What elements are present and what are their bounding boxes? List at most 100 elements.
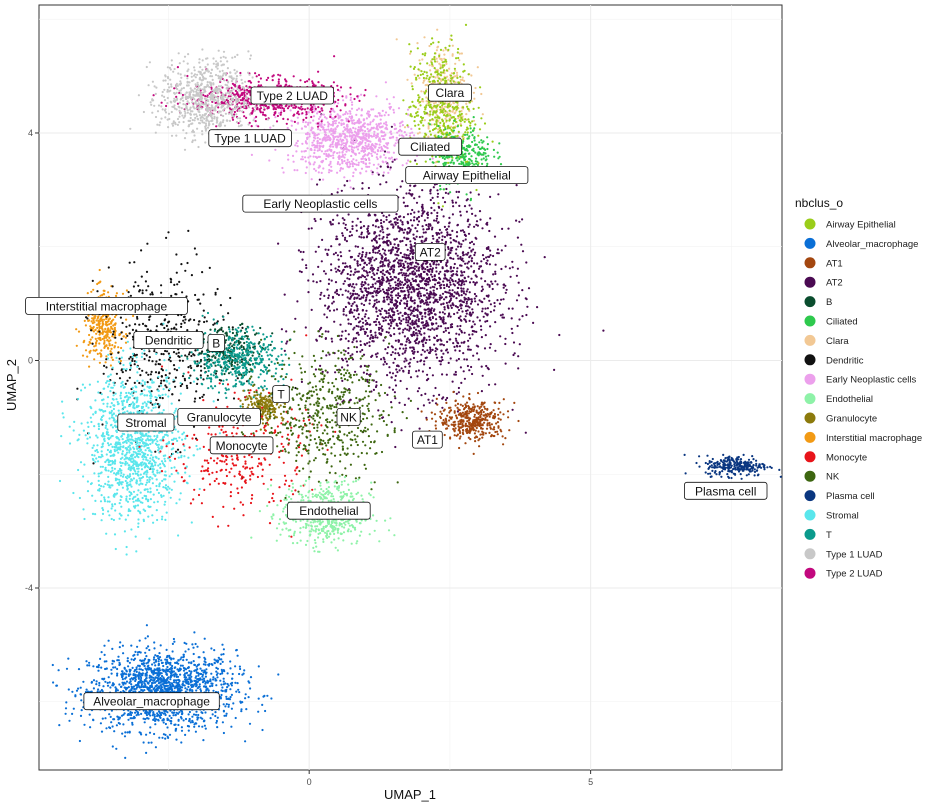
point [496,248,499,251]
point [195,685,198,688]
point [334,267,337,270]
point [450,270,453,273]
point [152,673,155,676]
point [428,338,431,341]
point [471,423,474,426]
point [471,311,474,314]
point [342,222,345,225]
point [463,270,466,274]
point [404,307,407,310]
point [341,234,344,237]
point [415,235,418,238]
point [137,680,140,684]
point [469,410,472,414]
point [467,218,470,221]
point [462,254,465,257]
point [751,455,754,458]
point [396,218,399,221]
point [348,265,352,268]
point [438,311,441,314]
point [211,684,214,688]
point [404,327,407,330]
point [98,681,101,685]
point [481,285,484,288]
point [112,660,116,663]
point [382,263,385,266]
point [355,340,358,343]
point [152,688,155,691]
point [446,340,449,343]
point [414,328,418,331]
point [92,687,95,690]
point [383,358,386,361]
point [493,412,496,416]
point [395,284,398,287]
point [360,255,364,258]
point [464,424,467,427]
point [389,315,392,319]
point [725,460,729,463]
point [351,353,354,356]
point [400,268,403,271]
point [391,296,394,299]
point [423,240,426,243]
point [336,268,340,271]
point [409,240,412,243]
point [471,406,474,409]
point [410,263,413,266]
point [344,134,347,137]
point [475,409,478,412]
point [343,280,346,283]
point [327,296,330,300]
point [116,689,119,692]
point [399,185,402,188]
point [446,231,449,234]
point [313,217,316,221]
point [432,237,435,240]
point [483,405,486,408]
point [459,214,462,217]
point [136,651,140,654]
point [184,717,188,721]
point [428,297,431,300]
point [496,299,499,302]
point [408,317,412,321]
point [184,650,187,653]
point [388,327,391,330]
point [427,276,431,279]
point [312,155,315,158]
point [490,435,493,438]
point [124,682,127,685]
point [307,156,310,159]
point [216,676,219,679]
point [488,415,491,418]
point [365,327,369,331]
point [428,308,431,312]
point [327,171,331,174]
point [79,693,82,696]
point [475,281,478,284]
point [474,214,477,217]
point [451,213,454,216]
point [441,292,445,295]
point [377,321,381,324]
point [229,667,232,670]
point [414,279,417,282]
point [405,238,409,241]
point [135,666,138,669]
point [342,268,345,271]
point [435,217,438,220]
point [407,274,410,277]
point [347,322,350,325]
point [391,388,395,391]
point [429,189,432,193]
point [465,210,468,213]
point [698,465,701,468]
point [342,282,345,285]
point [140,683,144,686]
point [476,303,480,306]
point [174,728,177,731]
point [402,272,405,275]
point [381,226,384,229]
point [715,473,718,476]
